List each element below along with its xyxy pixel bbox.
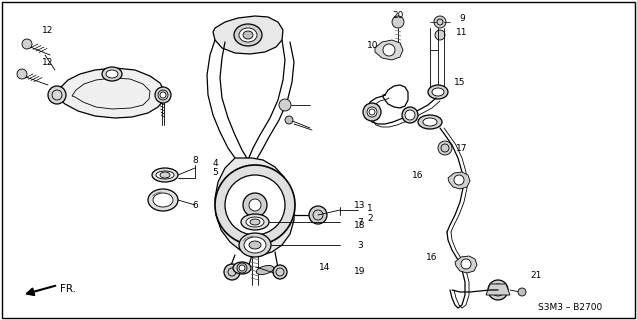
Ellipse shape xyxy=(234,24,262,46)
Text: 16: 16 xyxy=(412,171,424,180)
Ellipse shape xyxy=(239,28,257,42)
Text: FR.: FR. xyxy=(60,284,76,294)
Text: 19: 19 xyxy=(354,268,366,276)
Ellipse shape xyxy=(156,171,174,179)
Text: S3M3 – B2700: S3M3 – B2700 xyxy=(538,303,602,313)
Text: 13: 13 xyxy=(354,201,366,210)
Text: 18: 18 xyxy=(354,220,366,229)
Ellipse shape xyxy=(241,214,269,230)
Circle shape xyxy=(273,265,287,279)
Circle shape xyxy=(48,86,66,104)
Circle shape xyxy=(155,87,171,103)
Text: 12: 12 xyxy=(42,26,54,35)
Polygon shape xyxy=(215,158,294,255)
Circle shape xyxy=(367,107,377,117)
Text: 20: 20 xyxy=(392,11,404,20)
Ellipse shape xyxy=(246,217,264,227)
Ellipse shape xyxy=(250,219,260,225)
Text: 17: 17 xyxy=(456,143,468,153)
Circle shape xyxy=(518,288,526,296)
Text: 11: 11 xyxy=(456,28,468,36)
Circle shape xyxy=(160,92,166,98)
Ellipse shape xyxy=(432,88,444,96)
Text: 10: 10 xyxy=(368,41,379,50)
Text: 5: 5 xyxy=(212,167,218,177)
Ellipse shape xyxy=(153,193,173,207)
Circle shape xyxy=(285,116,293,124)
Text: 1: 1 xyxy=(367,204,373,212)
Circle shape xyxy=(454,175,464,185)
Ellipse shape xyxy=(148,189,178,211)
Ellipse shape xyxy=(428,85,448,99)
Text: 16: 16 xyxy=(426,253,438,262)
Text: 2: 2 xyxy=(367,213,373,222)
Circle shape xyxy=(17,69,27,79)
Circle shape xyxy=(225,175,285,235)
Circle shape xyxy=(383,44,395,56)
Text: 8: 8 xyxy=(192,156,198,164)
Text: 14: 14 xyxy=(319,263,331,273)
Text: 12: 12 xyxy=(42,58,54,67)
Polygon shape xyxy=(213,16,283,54)
Circle shape xyxy=(392,16,404,28)
Text: 7: 7 xyxy=(357,218,363,227)
Circle shape xyxy=(279,99,291,111)
Circle shape xyxy=(488,280,508,300)
Circle shape xyxy=(224,264,240,280)
Ellipse shape xyxy=(423,118,437,126)
Circle shape xyxy=(402,107,418,123)
Text: 15: 15 xyxy=(454,77,466,86)
Ellipse shape xyxy=(256,266,274,275)
Polygon shape xyxy=(486,284,510,295)
Text: 3: 3 xyxy=(357,241,363,250)
Text: 4: 4 xyxy=(212,158,218,167)
Circle shape xyxy=(492,284,504,296)
Ellipse shape xyxy=(160,172,170,178)
Circle shape xyxy=(405,110,415,120)
Ellipse shape xyxy=(243,31,253,39)
Circle shape xyxy=(249,199,261,211)
Circle shape xyxy=(22,39,32,49)
Circle shape xyxy=(243,193,267,217)
Text: 21: 21 xyxy=(531,270,541,279)
Polygon shape xyxy=(55,68,165,118)
Text: 9: 9 xyxy=(459,13,465,22)
Circle shape xyxy=(435,30,445,40)
Ellipse shape xyxy=(239,233,271,257)
Ellipse shape xyxy=(102,67,122,81)
Circle shape xyxy=(461,259,471,269)
Polygon shape xyxy=(455,256,477,273)
Ellipse shape xyxy=(244,237,266,253)
Ellipse shape xyxy=(233,262,251,274)
Circle shape xyxy=(239,265,245,271)
Circle shape xyxy=(363,103,381,121)
Text: 6: 6 xyxy=(192,201,198,210)
Polygon shape xyxy=(375,40,403,60)
Ellipse shape xyxy=(152,168,178,182)
Circle shape xyxy=(215,165,295,245)
Ellipse shape xyxy=(418,115,442,129)
Circle shape xyxy=(309,206,327,224)
Ellipse shape xyxy=(249,241,261,249)
Polygon shape xyxy=(72,78,150,109)
Circle shape xyxy=(434,16,446,28)
Polygon shape xyxy=(448,172,470,189)
Circle shape xyxy=(438,141,452,155)
Ellipse shape xyxy=(106,70,118,78)
